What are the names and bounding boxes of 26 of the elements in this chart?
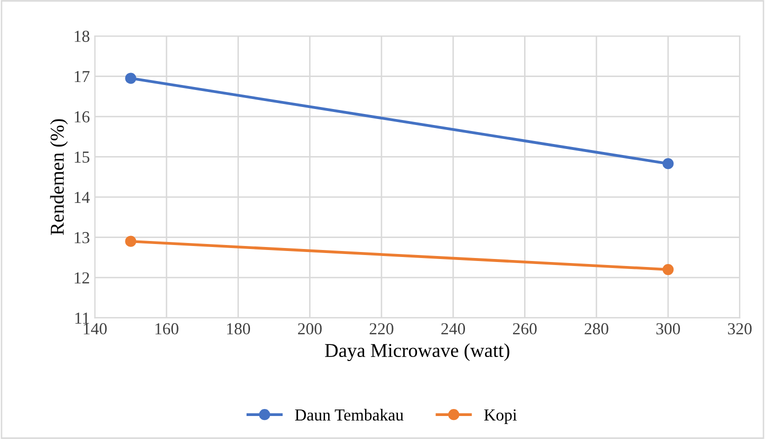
y-tick-label: 17 xyxy=(74,71,90,82)
y-tick-label: 18 xyxy=(74,30,90,42)
x-tick-label: 180 xyxy=(227,323,250,334)
x-tick-label: 200 xyxy=(298,323,322,334)
point xyxy=(125,236,136,247)
x-tick-label: 300 xyxy=(656,323,680,334)
y-tick-label: 14 xyxy=(74,192,90,203)
point xyxy=(125,72,136,84)
x-tick-label: 240 xyxy=(441,323,465,334)
legend-label: Daun Tembakau xyxy=(295,408,404,421)
y-tick-label: 15 xyxy=(74,152,90,163)
x-tick-label: 280 xyxy=(584,323,608,334)
point xyxy=(662,264,674,276)
x-tick-label: 220 xyxy=(370,323,394,334)
y-tick-label: 11 xyxy=(75,312,89,324)
x-tick-label: 260 xyxy=(513,323,537,334)
y-tick-label: 16 xyxy=(74,111,90,122)
x-axis-title: Daya Microwave (watt) xyxy=(325,343,510,362)
y-tick-label: 13 xyxy=(74,232,90,244)
y-axis-title: Rendemen (%) xyxy=(50,119,68,235)
x-tick-label: 160 xyxy=(155,323,178,334)
x-tick-label: 320 xyxy=(728,323,752,334)
legend-label: Kopi xyxy=(484,409,517,424)
y-tick-label: 12 xyxy=(74,272,90,284)
point xyxy=(662,158,674,170)
x-tick-label: 140 xyxy=(84,323,107,334)
